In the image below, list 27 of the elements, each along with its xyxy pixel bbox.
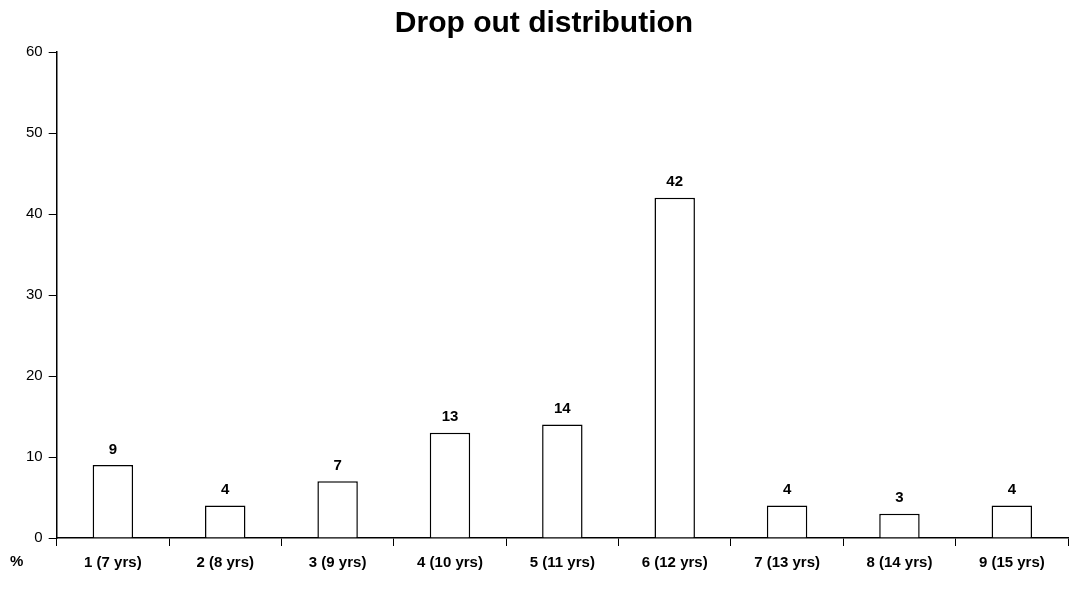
y-tick-label: 0 — [34, 528, 43, 546]
x-tick-label: 1 (7 yrs) — [84, 553, 142, 571]
y-axis-title: % — [10, 552, 24, 570]
data-label: 42 — [666, 172, 684, 190]
x-tick-label: 4 (10 yrs) — [417, 553, 483, 571]
x-tick-label: 7 (13 yrs) — [754, 553, 821, 571]
data-label: 13 — [441, 407, 459, 425]
data-label: 9 — [108, 439, 118, 457]
y-tick-label: 40 — [26, 204, 43, 222]
data-label: 4 — [1007, 480, 1017, 498]
data-label: 14 — [554, 399, 572, 417]
x-tick-label: 9 (15 yrs) — [978, 553, 1045, 571]
x-tick-label: 3 (9 yrs) — [308, 553, 367, 571]
y-tick-label: 10 — [26, 447, 43, 465]
x-tick-label: 5 (11 yrs) — [529, 553, 595, 571]
y-tick-label: 20 — [26, 366, 43, 384]
y-tick-label: 30 — [26, 285, 43, 303]
chart-title: Drop out distribution — [394, 5, 694, 39]
data-label: 3 — [895, 488, 904, 506]
data-label: 4 — [221, 480, 231, 498]
data-label: 7 — [333, 455, 342, 473]
data-label: 4 — [782, 480, 792, 498]
x-tick-label: 6 (12 yrs) — [641, 553, 708, 571]
x-tick-label: 2 (8 yrs) — [196, 553, 255, 571]
x-tick-label: 8 (14 yrs) — [866, 553, 933, 571]
y-tick-label: 50 — [26, 123, 43, 141]
y-tick-label: 60 — [26, 42, 43, 60]
